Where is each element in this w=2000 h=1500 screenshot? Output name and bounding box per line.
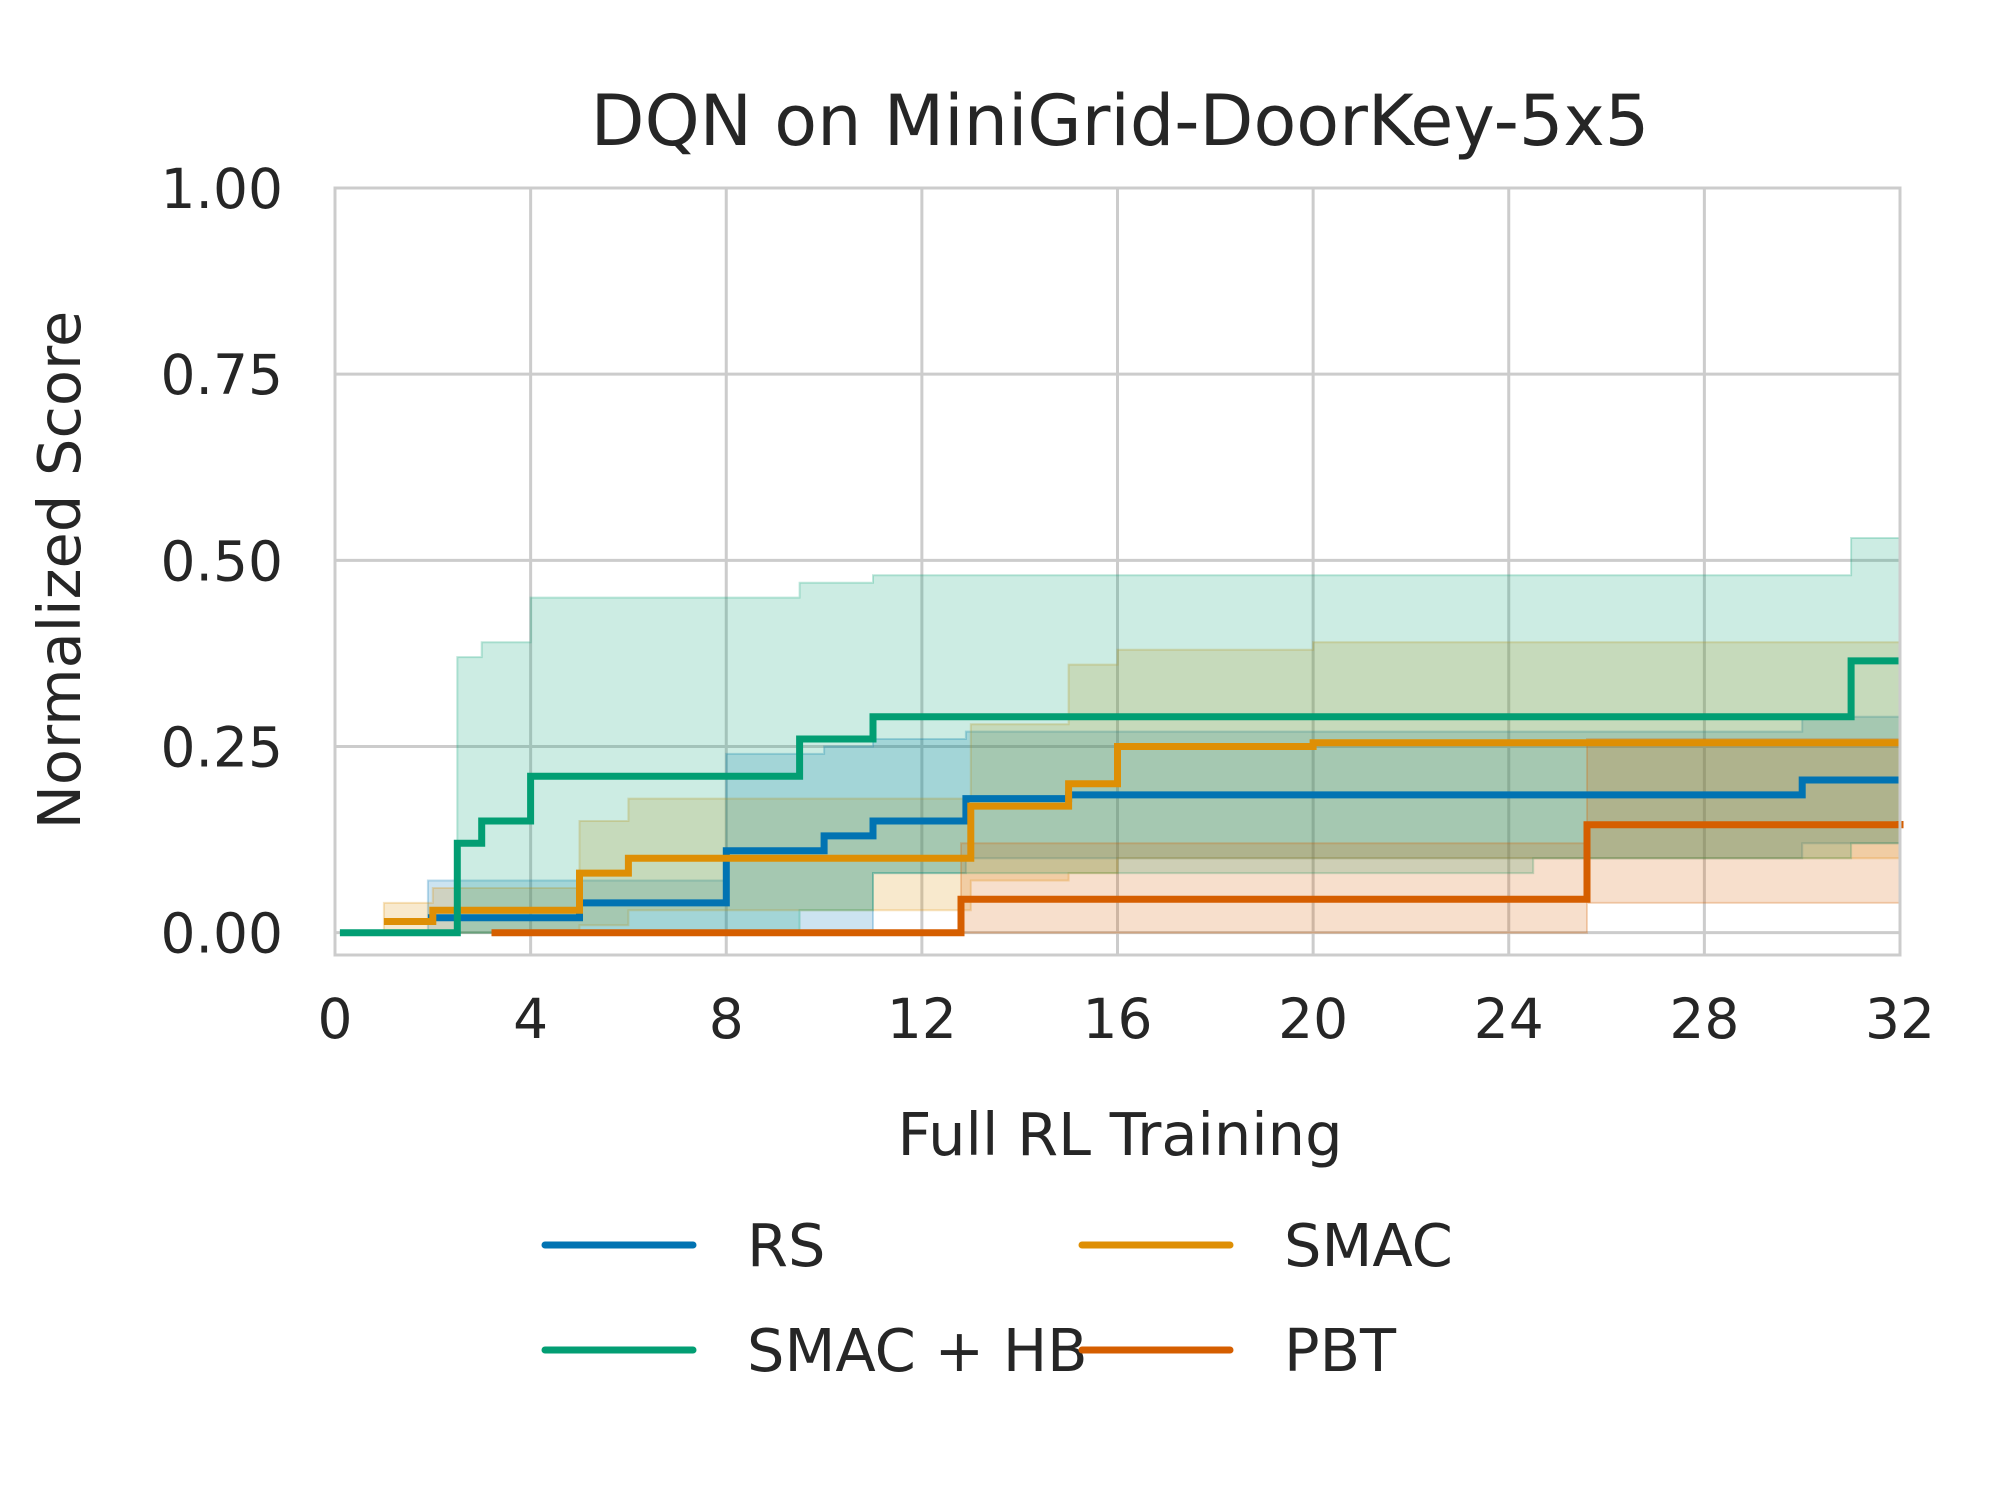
x-tick-label: 28 [1669,987,1739,1051]
y-tick-label: 0.25 [161,715,283,779]
line-smac-hb [339,657,1900,937]
legend-label-rs: RS [747,1211,825,1280]
x-axis-label: Full RL Training [897,1100,1342,1169]
line-smac [383,739,1900,925]
legend-label-pbt: PBT [1284,1316,1397,1385]
x-tick-label: 16 [1083,987,1153,1051]
y-tick-label: 0.75 [161,343,283,407]
legend-label-smac: SMAC [1284,1211,1453,1280]
x-tick-label: 24 [1474,987,1544,1051]
y-axis-label: Normalized Score [25,311,94,830]
x-tick-label: 4 [513,987,548,1051]
legend-label-smac-hb: SMAC + HB [747,1316,1088,1385]
y-axis-ticks: 0.00 0.25 0.50 0.75 1.00 [161,157,283,966]
x-tick-label: 20 [1278,987,1348,1051]
y-tick-label: 0.50 [161,529,283,593]
chart-title: DQN on MiniGrid-DoorKey-5x5 [591,80,1650,162]
x-tick-label: 12 [887,987,957,1051]
legend: RS SMAC SMAC + HB PBT [541,1211,1453,1385]
plot-frame [333,186,1902,957]
y-tick-label: 0.00 [161,902,283,966]
x-axis-ticks: 0 4 8 12 16 20 24 28 32 [318,987,1936,1051]
x-tick-label: 32 [1865,987,1935,1051]
band-smac-hb [339,537,1901,934]
x-tick-label: 0 [318,987,353,1051]
x-tick-label: 8 [709,987,744,1051]
confidence-bands [339,537,1901,934]
y-tick-label: 1.00 [161,157,283,221]
line-rs [427,776,1900,922]
